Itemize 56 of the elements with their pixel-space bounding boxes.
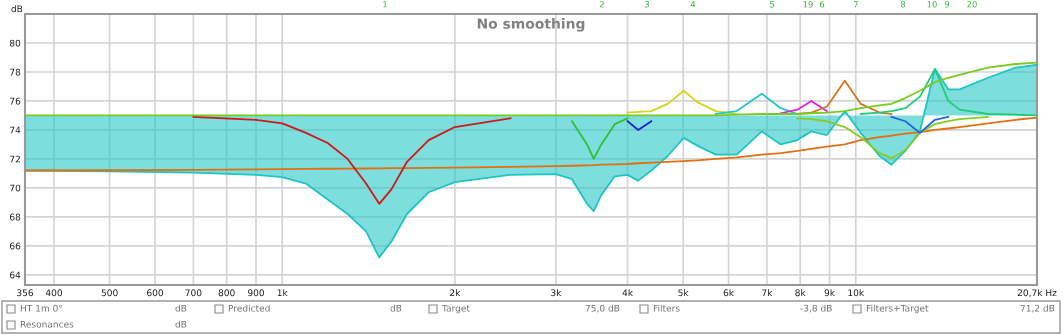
text: 9 bbox=[944, 1, 950, 8]
y-tick-label: 74 bbox=[10, 126, 21, 134]
chart-title: No smoothing bbox=[477, 18, 585, 32]
text: 7 bbox=[854, 1, 858, 8]
x-tick-label: 8k bbox=[795, 289, 806, 297]
x-tick-label: 356 bbox=[17, 289, 34, 297]
x-tick-label: 5k bbox=[678, 289, 689, 297]
text: Filters bbox=[653, 304, 680, 312]
text: Predicted bbox=[228, 304, 270, 312]
text: Target bbox=[441, 304, 470, 314]
text: 71,2 dB bbox=[1020, 304, 1055, 313]
text: Filters+Target bbox=[866, 304, 929, 314]
text: 6 bbox=[819, 1, 825, 8]
text: 3 bbox=[644, 1, 649, 8]
x-tick-label: 9k bbox=[824, 289, 835, 297]
x-tick-label: 3k bbox=[551, 289, 562, 297]
line-series bbox=[779, 100, 828, 115]
x-tick-label: 1k bbox=[277, 289, 288, 297]
y-tick-label: 72 bbox=[10, 155, 20, 163]
y-axis-title: dB bbox=[11, 5, 23, 13]
x-tick-label: 600 bbox=[147, 289, 164, 297]
x-tick-label: 400 bbox=[45, 289, 63, 297]
x-tick-label: 20,7k Hz bbox=[1017, 289, 1057, 298]
text: HT 1m 0° bbox=[20, 304, 62, 312]
text: 2 bbox=[599, 1, 604, 8]
text: Resonances bbox=[20, 320, 74, 328]
x-tick-label: 7k bbox=[762, 289, 773, 297]
x-tick-label: 10k bbox=[848, 289, 865, 297]
x-tick-label: 6k bbox=[723, 289, 735, 297]
text: -3,8 dB bbox=[800, 304, 832, 313]
x-tick-label: 800 bbox=[218, 289, 235, 297]
text: 4 bbox=[690, 1, 696, 8]
line-series bbox=[571, 117, 629, 160]
text: 19 bbox=[803, 1, 813, 8]
y-tick-label: 78 bbox=[10, 68, 21, 76]
line-series bbox=[890, 115, 950, 134]
y-tick-label: 76 bbox=[10, 97, 21, 105]
text: 1 bbox=[383, 1, 387, 8]
text: dB bbox=[175, 304, 187, 312]
text: 10 bbox=[927, 1, 937, 8]
text: 8 bbox=[900, 1, 906, 8]
text: dB bbox=[175, 320, 187, 328]
text: 20 bbox=[967, 1, 977, 8]
y-tick-label: 64 bbox=[9, 271, 21, 279]
x-tick-label: 2k bbox=[450, 289, 461, 297]
y-tick-label: 80 bbox=[9, 39, 21, 47]
x-tick-label: 4k bbox=[622, 289, 634, 297]
y-tick-label: 68 bbox=[9, 213, 21, 221]
x-tick-label: 500 bbox=[101, 289, 118, 297]
x-tick-label: 700 bbox=[185, 289, 202, 297]
x-tick-label: 900 bbox=[247, 289, 265, 297]
text: 5 bbox=[769, 1, 774, 8]
text: dB bbox=[390, 304, 402, 312]
y-tick-label: 66 bbox=[9, 242, 21, 250]
y-tick-label: 70 bbox=[10, 184, 21, 192]
text: 75,0 dB bbox=[585, 304, 620, 313]
